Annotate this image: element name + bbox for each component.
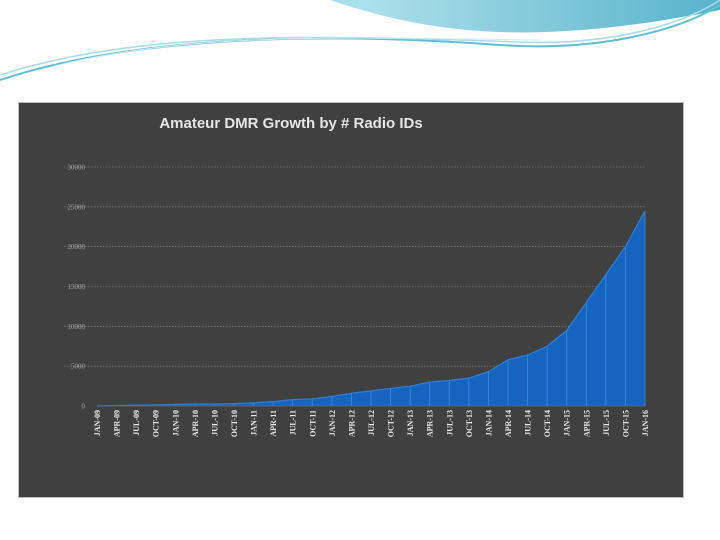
x-tick-label: APR-10	[191, 410, 200, 437]
x-tick-label: APR-13	[426, 410, 435, 437]
x-tick-label: OCT-09	[152, 410, 161, 437]
x-tick-label: JAN-09	[93, 410, 102, 436]
header-swoosh-decoration	[0, 0, 720, 81]
area-series	[97, 210, 645, 406]
y-tick-label: 5000	[71, 363, 86, 371]
x-tick-label: JAN-12	[328, 410, 337, 436]
x-tick-label: APR-15	[582, 410, 591, 437]
x-tick-label: JAN-11	[250, 410, 259, 436]
chart-panel: Amateur DMR Growth by # Radio IDs 0 5000 1…	[18, 102, 684, 498]
x-tick-label: APR-12	[347, 410, 356, 437]
y-tick-label: 20000	[68, 243, 86, 251]
y-tick-label: 10000	[68, 323, 86, 331]
x-tick-label: JAN-13	[406, 410, 415, 436]
x-tick-label: OCT-13	[465, 410, 474, 437]
x-tick-label: APR-09	[113, 410, 122, 437]
series-line	[96, 210, 646, 407]
x-tick-label: JAN-14	[484, 410, 493, 436]
x-tick-label: OCT-14	[543, 410, 552, 437]
x-tick-label: OCT-11	[308, 410, 317, 437]
y-tick-label: 15000	[68, 283, 86, 291]
x-tick-label: JUL-15	[602, 410, 611, 436]
x-tick-label: JAN-15	[563, 410, 572, 436]
x-tick-label: JAN-16	[641, 410, 650, 436]
x-tick-label: JUL-10	[210, 410, 219, 436]
x-tick-label: JUL-13	[445, 410, 454, 436]
x-tick-label: JUL-09	[132, 410, 141, 436]
y-tick-label: 0	[82, 403, 86, 411]
x-tick-label: APR-14	[504, 410, 513, 437]
x-tick-label: JAN-10	[171, 410, 180, 436]
x-tick-label: OCT-12	[387, 410, 396, 437]
x-tick-label: JUL-12	[367, 410, 376, 436]
y-tick-label: 25000	[68, 203, 86, 211]
x-tick-label: APR-11	[269, 410, 278, 437]
y-tick-label: 30000	[68, 164, 86, 172]
x-tick-label: JUL-11	[289, 410, 298, 435]
growth-area-chart: Amateur DMR Growth by # Radio IDs 0 5000 1…	[64, 115, 650, 437]
x-tick-label: OCT-15	[621, 410, 630, 437]
x-tick-label: JUL-14	[524, 410, 533, 436]
chart-title: Amateur DMR Growth by # Radio IDs	[159, 115, 422, 132]
x-tick-label: OCT-10	[230, 410, 239, 437]
